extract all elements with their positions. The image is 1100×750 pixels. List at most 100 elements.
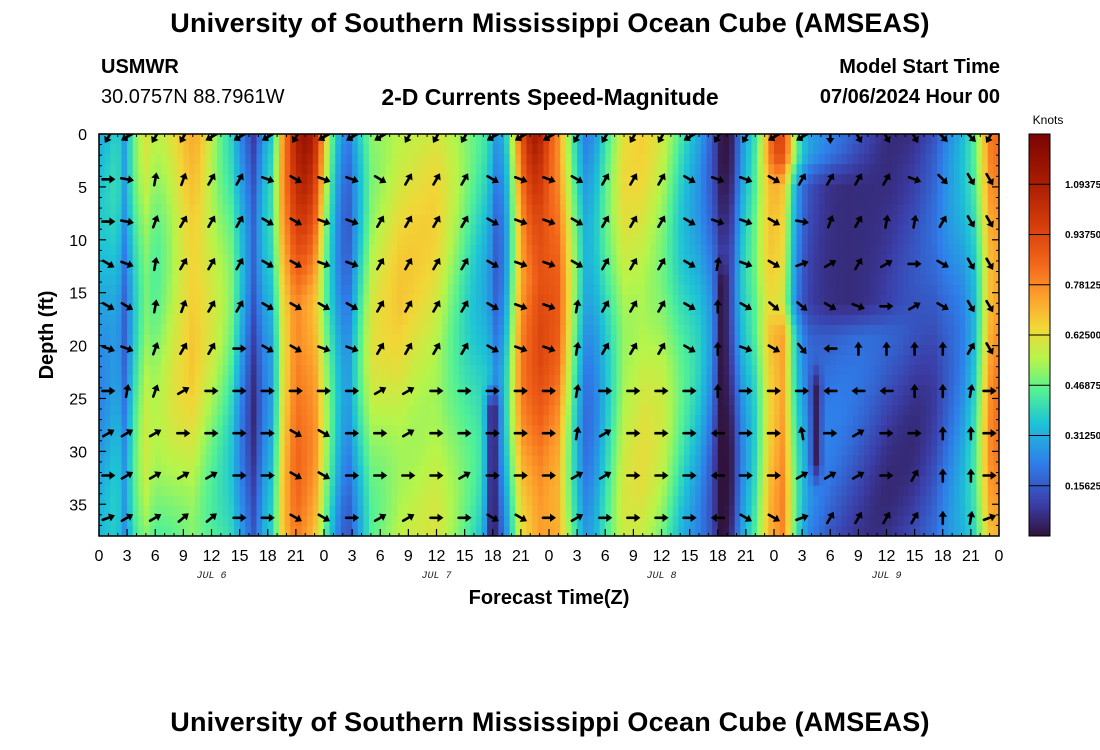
heatmap-cell — [537, 445, 544, 457]
heatmap-cell — [312, 465, 319, 477]
heatmap-cell — [644, 525, 651, 536]
heatmap-cell — [312, 495, 319, 507]
heatmap-cell — [279, 314, 286, 326]
heatmap-cell — [357, 495, 364, 507]
heatmap-cell — [599, 164, 606, 175]
heatmap-cell — [633, 274, 640, 286]
heatmap-cell — [515, 525, 522, 536]
heatmap-cell — [560, 204, 567, 215]
heatmap-cell — [723, 154, 730, 165]
heatmap-cell — [661, 324, 668, 336]
heatmap-cell — [374, 164, 381, 175]
heatmap-cell — [177, 274, 184, 286]
heatmap-cell — [650, 485, 657, 497]
heatmap-cell — [430, 395, 438, 406]
heatmap-cell — [217, 485, 224, 497]
heatmap-cell — [340, 284, 348, 296]
heatmap-cell — [492, 485, 499, 497]
heatmap-cell — [571, 294, 578, 306]
heatmap-cell — [211, 134, 218, 145]
heatmap-cell — [127, 324, 134, 336]
heatmap-cell — [318, 264, 325, 276]
heatmap-cell — [734, 194, 741, 205]
heatmap-cell — [166, 204, 173, 215]
heatmap-cell — [177, 345, 184, 356]
heatmap-cell — [498, 254, 505, 266]
heatmap-cell — [166, 465, 173, 477]
heatmap-cell — [644, 204, 651, 215]
heatmap-cell — [582, 264, 589, 276]
heatmap-cell — [357, 405, 364, 416]
heatmap-cell — [172, 314, 179, 326]
heatmap-cell — [774, 294, 781, 306]
heatmap-cell — [380, 294, 387, 306]
heatmap-cell — [700, 455, 708, 467]
heatmap-cell — [419, 375, 426, 386]
heatmap-cell — [504, 314, 511, 326]
heatmap-cell — [678, 224, 685, 236]
heatmap-cell — [436, 525, 443, 536]
heatmap-cell — [335, 455, 342, 467]
heatmap-cell — [239, 455, 246, 467]
heatmap-cell — [706, 375, 713, 386]
heatmap-cell — [245, 435, 252, 447]
heatmap-cell — [419, 244, 426, 256]
heatmap-cell — [301, 274, 308, 286]
heatmap-cell — [633, 495, 640, 507]
heatmap-cell — [267, 335, 274, 346]
heatmap-cell — [532, 174, 539, 185]
heatmap-cell — [774, 525, 781, 536]
heatmap-cell — [110, 134, 117, 145]
heatmap-cell — [352, 324, 359, 336]
heatmap-cell — [627, 335, 634, 346]
heatmap-cell — [447, 324, 454, 336]
heatmap-cell — [250, 495, 258, 507]
heatmap-cell — [385, 395, 393, 406]
heatmap-cell — [520, 284, 528, 296]
heatmap-cell — [644, 274, 651, 286]
heatmap-cell — [655, 214, 663, 226]
heatmap-cell — [622, 234, 629, 246]
heatmap-cell — [425, 485, 432, 497]
heatmap-cell — [183, 365, 190, 376]
heatmap-cell — [700, 154, 708, 165]
heatmap-cell — [110, 465, 117, 477]
heatmap-cell — [610, 485, 618, 497]
heatmap-cell — [419, 495, 426, 507]
heatmap-cell — [639, 425, 646, 437]
heatmap-cell — [790, 154, 798, 165]
heatmap-cell — [667, 485, 674, 497]
heatmap-cell — [549, 134, 556, 145]
heatmap-cell — [582, 455, 589, 467]
heatmap-cell — [295, 495, 303, 507]
heatmap-cell — [183, 164, 190, 175]
heatmap-cell — [144, 194, 151, 205]
heatmap-cell — [734, 525, 741, 536]
heatmap-cell — [250, 455, 258, 467]
heatmap-cell — [740, 274, 747, 286]
heatmap-cell — [712, 284, 719, 296]
heatmap-cell — [374, 385, 381, 396]
heatmap-cell — [121, 435, 128, 447]
heatmap-cell — [633, 505, 640, 517]
heatmap-cell — [256, 485, 263, 497]
heatmap-cell — [234, 515, 241, 527]
heatmap-cell — [408, 284, 415, 296]
heatmap-cell — [464, 515, 471, 527]
heatmap-cell — [757, 324, 764, 336]
heatmap-cell — [599, 184, 606, 195]
heatmap-cell — [695, 274, 702, 286]
heatmap-cell — [549, 274, 556, 286]
heatmap-cell — [520, 144, 528, 155]
heatmap-cell — [234, 345, 241, 356]
heatmap-cell — [267, 475, 274, 487]
heatmap-cell — [487, 324, 494, 336]
heatmap-cell — [447, 485, 454, 497]
heatmap-cell — [301, 415, 308, 427]
heatmap-cell — [205, 234, 213, 246]
heatmap-cell — [565, 204, 573, 215]
heatmap-cell — [616, 304, 623, 316]
heatmap-cell — [312, 415, 319, 427]
heatmap-cell — [127, 365, 134, 376]
heatmap-cell — [605, 495, 612, 507]
